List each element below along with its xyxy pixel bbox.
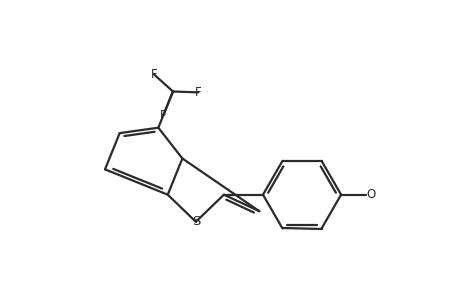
- Text: O: O: [366, 188, 375, 201]
- Text: S: S: [191, 215, 200, 228]
- Text: F: F: [195, 86, 201, 99]
- Text: F: F: [160, 109, 167, 122]
- Text: F: F: [151, 68, 157, 81]
